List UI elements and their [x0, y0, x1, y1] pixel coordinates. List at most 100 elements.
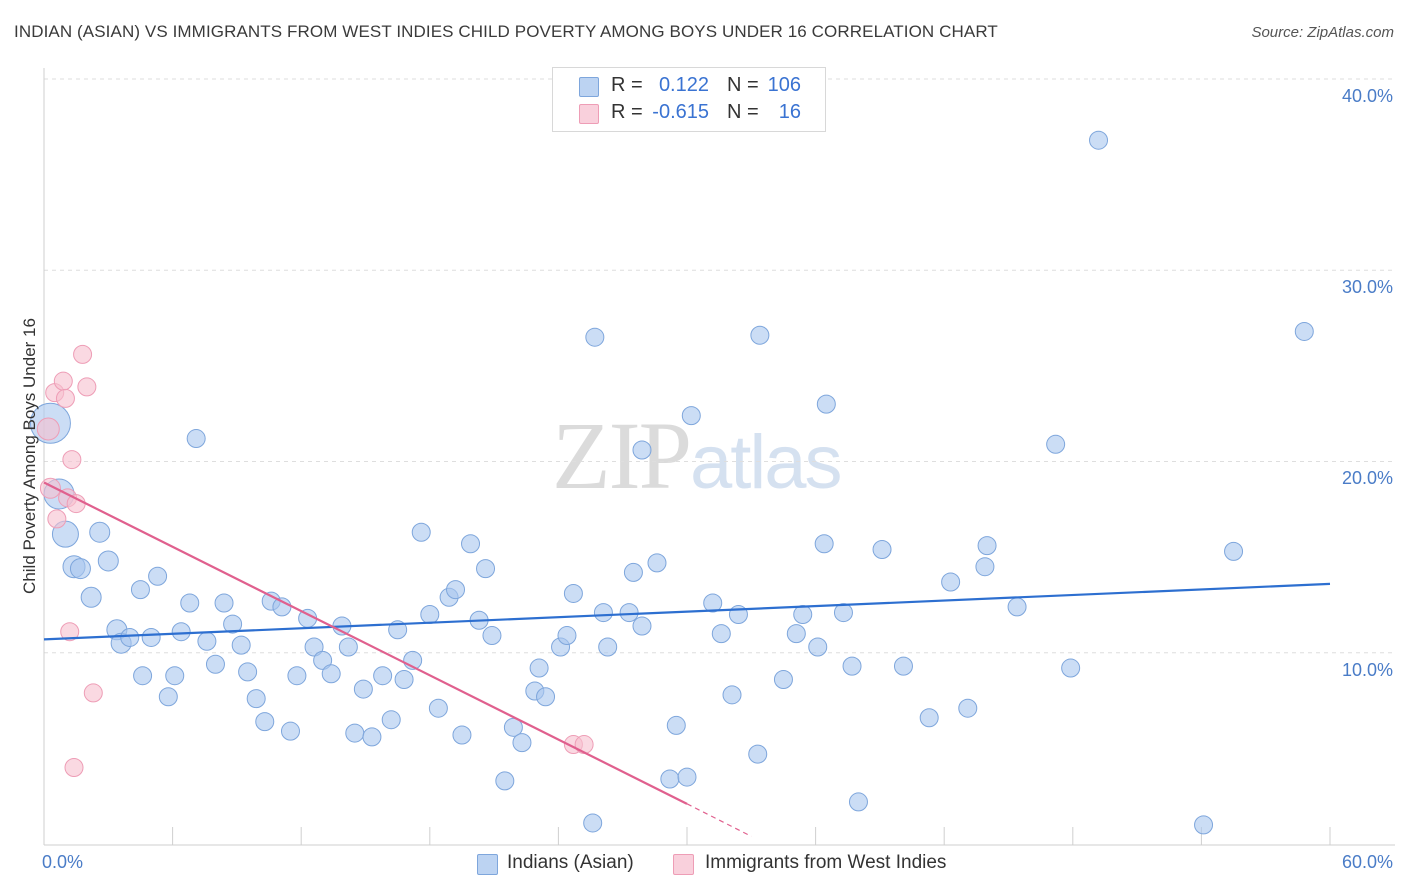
indian-asian-point: [141, 627, 161, 647]
indian-asian-point: [722, 685, 742, 705]
indian-asian-point: [1007, 597, 1027, 617]
west-indies-point: [36, 417, 60, 441]
west-indies-point: [55, 388, 75, 408]
indian-asian-point: [362, 727, 382, 747]
legend-n-value: 16: [778, 101, 801, 123]
legend-n-label: N =: [727, 101, 759, 123]
west-indies-trendline: [43, 481, 688, 805]
indian-asian-point: [748, 744, 768, 764]
indian-asian-point: [495, 771, 515, 791]
west-indies-point: [47, 509, 67, 529]
chart-title: INDIAN (ASIAN) VS IMMIGRANTS FROM WEST I…: [14, 22, 998, 41]
legend-r-value: -0.615: [652, 101, 709, 123]
indian-asian-point: [394, 670, 414, 690]
indian-asian-point: [557, 626, 577, 646]
west-indies-point: [53, 371, 73, 391]
indian-asian-point: [205, 654, 225, 674]
indian-asian-point: [750, 325, 770, 345]
indian-asian-point: [619, 603, 639, 623]
indian-asian-point: [186, 429, 206, 449]
indian-asian-point: [353, 679, 373, 699]
indian-asian-point: [512, 733, 532, 753]
watermark-zip: ZIP: [552, 402, 692, 509]
indian-asian-point: [563, 583, 583, 603]
west-indies-point: [60, 622, 80, 642]
indian-asian-point: [120, 627, 140, 647]
indian-asian-point: [941, 572, 961, 592]
indian-asian-point: [977, 536, 997, 556]
indian-asian-point: [585, 327, 605, 347]
indian-asian-point: [816, 394, 836, 414]
indian-asian-point: [632, 440, 652, 460]
indian-asian-point: [148, 566, 168, 586]
indian-asian-point: [503, 717, 523, 737]
indian-asian-point: [958, 698, 978, 718]
indian-asian-point: [338, 637, 358, 657]
indian-asian-point: [171, 622, 191, 642]
indian-asian-point: [238, 662, 258, 682]
indian-asian-point: [452, 725, 472, 745]
indian-asian-point: [666, 715, 686, 735]
indian-asian-point: [593, 603, 613, 623]
y-axis-label: Child Poverty Among Boys Under 16: [20, 318, 39, 594]
y-tick-label: 40.0%: [1341, 86, 1393, 106]
indian-asian-point: [321, 664, 341, 684]
legend-swatch-blue: [579, 77, 599, 97]
correlation-legend: R = 0.122 N = 106 R = -0.615 N = 16: [552, 67, 826, 132]
indian-asian-point: [1046, 434, 1066, 454]
indian-asian-point: [373, 666, 393, 686]
indian-asian-point: [345, 723, 365, 743]
indian-asian-point: [833, 603, 853, 623]
indian-asian-point: [197, 631, 217, 651]
indian-asian-point: [80, 586, 102, 608]
indian-asian-point: [304, 637, 324, 657]
west-indies-point: [64, 758, 84, 777]
indian-asian-point: [660, 769, 680, 789]
watermark: ZIPatlas: [552, 400, 843, 511]
indian-asian-point: [893, 656, 913, 676]
indian-asian-point: [536, 687, 556, 707]
indian-asian-point: [482, 626, 502, 646]
indian-asian-point: [1294, 321, 1314, 341]
bottom-legend-label-blue: Indians (Asian): [507, 852, 634, 873]
indian-asian-point: [975, 557, 995, 577]
indian-asian-point: [280, 721, 300, 741]
indian-asian-point: [428, 698, 448, 718]
legend-r-value: 0.122: [658, 74, 709, 96]
indian-asian-point: [1061, 658, 1081, 678]
indian-asian-point: [677, 767, 697, 787]
indian-asian-point: [180, 593, 200, 613]
legend-n-label: N =: [727, 74, 759, 96]
west-indies-trendline-extension: [686, 803, 752, 837]
indian-asian-point: [158, 687, 178, 707]
indian-asian-point: [647, 553, 667, 573]
indian-asian-point: [223, 614, 243, 634]
indian-asian-point: [476, 559, 496, 579]
indian-asian-point: [814, 534, 834, 554]
indian-asian-point: [703, 593, 723, 613]
indian-asian-point: [632, 616, 652, 636]
indian-asian-point: [411, 522, 431, 542]
x-tick-label: 0.0%: [42, 852, 84, 872]
y-tick-label: 10.0%: [1341, 660, 1393, 680]
indian-asian-point: [165, 666, 185, 686]
indian-asian-point: [681, 406, 701, 426]
indian-asian-point: [786, 624, 806, 644]
indian-asian-point: [529, 658, 549, 678]
legend-row-blue: R = 0.122 N = 106: [553, 74, 825, 100]
indian-asian-point: [287, 666, 307, 686]
legend-swatch-pink: [579, 104, 599, 124]
indian-asian-point: [130, 580, 150, 600]
indian-asian-point: [848, 792, 868, 812]
indian-asian-point: [69, 558, 91, 580]
legend-r-label: R =: [611, 101, 643, 123]
west-indies-point: [83, 683, 103, 703]
indian-asian-point: [1194, 815, 1214, 835]
y-tick-label: 30.0%: [1341, 277, 1393, 297]
x-tick-label: 60.0%: [1341, 852, 1393, 872]
indian-asian-point: [89, 521, 111, 543]
y-tick-label: 20.0%: [1341, 468, 1393, 488]
indian-asian-point: [1224, 541, 1244, 561]
source-credit: Source: ZipAtlas.com: [1251, 24, 1394, 41]
indian-asian-point: [711, 624, 731, 644]
